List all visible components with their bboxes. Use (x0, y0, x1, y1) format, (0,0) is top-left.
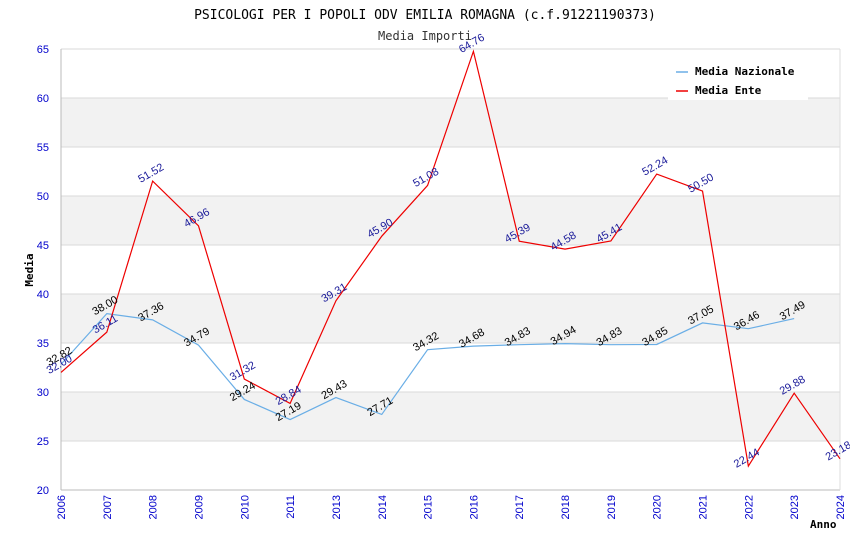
y-tick-label: 65 (37, 44, 49, 56)
legend-box (668, 60, 808, 100)
x-tick-label: 2020 (652, 495, 664, 519)
series-line-ente (60, 49, 841, 468)
y-tick-label: 40 (37, 289, 49, 301)
y-tick-labels: 20 25 30 35 40 45 50 55 60 65 (37, 44, 49, 497)
data-label: 22.44 (732, 446, 762, 470)
y-tick-label: 60 (37, 93, 49, 105)
plot-bands (61, 98, 840, 441)
x-tick-label: 2016 (468, 495, 480, 519)
chart-subtitle: Media Importi (378, 29, 472, 43)
legend-label-nazionale: Media Nazionale (695, 65, 795, 78)
chart-title: PSICOLOGI PER I POPOLI ODV EMILIA ROMAGN… (194, 8, 656, 23)
gridlines (61, 48, 840, 491)
x-tick-label: 2018 (560, 495, 572, 519)
data-label: 23.18 (824, 439, 850, 463)
x-tick-label: 2007 (102, 495, 114, 519)
data-label: 52.24 (640, 154, 670, 178)
data-label: 50.50 (686, 171, 716, 195)
x-tick-label: 2006 (56, 495, 68, 519)
data-label: 51.52 (136, 161, 166, 185)
x-axis-label: Anno (810, 518, 837, 531)
y-tick-label: 35 (37, 338, 49, 350)
y-tick-label: 30 (37, 387, 49, 399)
x-tick-label: 2019 (606, 495, 618, 519)
series-lines (60, 49, 841, 468)
x-tick-label: 2010 (239, 495, 251, 519)
x-tick-labels: 2006 2007 2008 2009 2010 2011 2013 2014 2015 2016… (56, 495, 847, 519)
plot-band (61, 98, 840, 147)
y-tick-label: 20 (37, 485, 49, 497)
data-label: 31.32 (228, 359, 258, 383)
legend: Media Nazionale Media Ente (668, 60, 808, 100)
y-tick-label: 25 (37, 436, 49, 448)
x-tick-label: 2024 (835, 495, 847, 519)
x-tick-label: 2008 (148, 495, 160, 519)
x-tick-label: 2009 (193, 495, 205, 519)
legend-label-ente: Media Ente (695, 84, 762, 97)
axes (60, 49, 841, 491)
x-tick-label: 2014 (377, 495, 389, 519)
y-axis-label: Media (23, 253, 36, 286)
x-tick-label: 2022 (743, 495, 755, 519)
y-tick-label: 45 (37, 240, 49, 252)
x-tick-label: 2011 (285, 495, 297, 519)
plot-band (61, 392, 840, 441)
plot-band (61, 294, 840, 343)
x-tick-label: 2015 (423, 495, 435, 519)
x-tick-label: 2021 (698, 495, 710, 519)
series-line-nazionale (60, 312, 795, 421)
x-tick-label: 2013 (331, 495, 343, 519)
x-tick-label: 2017 (514, 495, 526, 519)
y-tick-label: 50 (37, 191, 49, 203)
y-tick-label: 55 (37, 142, 49, 154)
x-tick-label: 2023 (789, 495, 801, 519)
plot-band (61, 196, 840, 245)
